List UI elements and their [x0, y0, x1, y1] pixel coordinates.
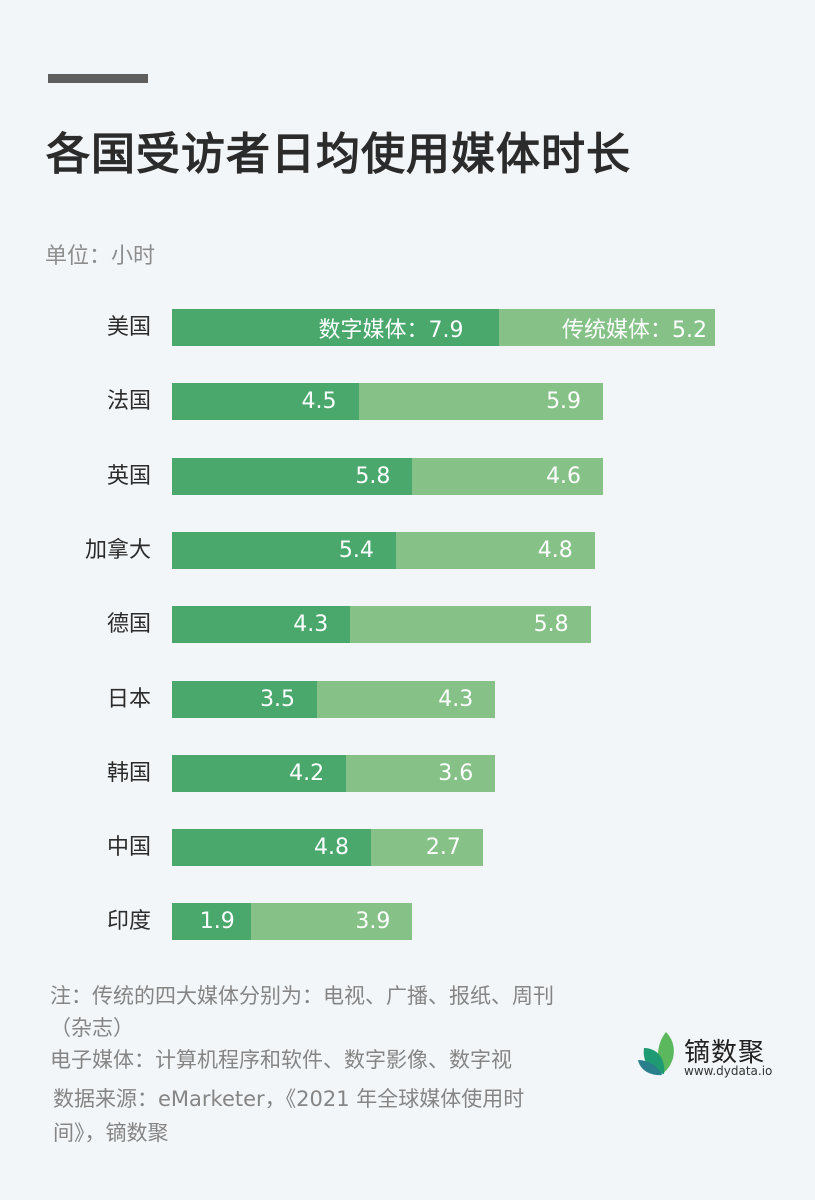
- chart-row: 中国 4.8 2.7: [0, 829, 815, 867]
- leaf-logo-icon: [638, 1032, 674, 1076]
- digital-media-segment: 4.2: [172, 754, 347, 792]
- country-label: 印度: [106, 909, 151, 935]
- digital-media-segment: 5.4: [172, 531, 396, 569]
- country-label: 英国: [106, 463, 151, 489]
- chart-row: 美国 数字媒体：7.9 传统媒体：5.2: [0, 309, 815, 346]
- stacked-bar: 4.2 3.6: [172, 754, 496, 792]
- traditional-media-segment: 2.7: [370, 829, 483, 867]
- data-source: 数据来源：eMarketer，《2021 年全球媒体使用时间》，镝数聚: [53, 1087, 525, 1145]
- title-accent-bar: [48, 74, 148, 83]
- chart-row: 加拿大 5.4 4.8: [0, 531, 815, 569]
- country-label: 日本: [106, 686, 151, 712]
- stacked-bar: 数字媒体：7.9 传统媒体：5.2: [172, 309, 715, 346]
- country-label: 中国: [106, 835, 151, 861]
- traditional-media-segment: 4.6: [412, 457, 604, 495]
- traditional-media-segment: 3.9: [250, 903, 413, 941]
- digital-media-segment: 5.8: [172, 457, 413, 495]
- chart-row: 英国 5.8 4.6: [0, 457, 815, 495]
- country-label: 加拿大: [84, 537, 151, 563]
- traditional-media-segment: 3.6: [346, 754, 496, 792]
- unit-label: 单位：小时: [45, 244, 156, 269]
- digital-media-segment: 1.9: [172, 903, 251, 941]
- stacked-bar: 3.5 4.3: [172, 680, 496, 718]
- brand-name: 镝数聚: [684, 1038, 766, 1068]
- stacked-bar: 1.9 3.9: [172, 903, 413, 941]
- digital-media-segment: 4.5: [172, 383, 359, 421]
- traditional-media-segment: 传统媒体：5.2: [499, 309, 715, 346]
- chart-row: 韩国 4.2 3.6: [0, 754, 815, 792]
- digital-media-segment: 3.5: [172, 680, 318, 718]
- chart-row: 德国 4.3 5.8: [0, 606, 815, 644]
- footnotes: 注：传统的四大媒体分别为：电视、广播、报纸、周刊（杂志） 电子媒体：计算机程序和…: [50, 980, 590, 1076]
- stacked-bar: 5.8 4.6: [172, 457, 604, 495]
- traditional-media-segment: 4.3: [317, 680, 496, 718]
- chart-row: 印度 1.9 3.9: [0, 903, 815, 941]
- stacked-bar: 4.3 5.8: [172, 606, 591, 644]
- traditional-media-segment: 4.8: [395, 531, 595, 569]
- stacked-bar: 4.5 5.9: [172, 383, 604, 421]
- digital-media-segment: 4.3: [172, 606, 351, 644]
- brand-logo: 镝数聚 www.dydata.io: [636, 1030, 786, 1080]
- country-label: 美国: [106, 315, 151, 340]
- traditional-media-segment: 5.9: [358, 383, 604, 421]
- digital-media-segment: 4.8: [172, 829, 371, 867]
- note-traditional-media: 注：传统的四大媒体分别为：电视、广播、报纸、周刊（杂志）: [50, 984, 554, 1040]
- country-label: 法国: [106, 389, 151, 415]
- chart-row: 日本 3.5 4.3: [0, 680, 815, 718]
- country-label: 韩国: [106, 760, 151, 786]
- country-label: 德国: [106, 612, 151, 638]
- note-digital-media: 电子媒体：计算机程序和软件、数字影像、数字视: [50, 1048, 512, 1072]
- stacked-bar: 4.8 2.7: [172, 829, 483, 867]
- digital-media-segment: 数字媒体：7.9: [172, 309, 500, 346]
- stacked-bar: 5.4 4.8: [172, 531, 595, 569]
- chart-row: 法国 4.5 5.9: [0, 383, 815, 421]
- traditional-media-segment: 5.8: [350, 606, 591, 644]
- brand-url: www.dydata.io: [684, 1064, 773, 1078]
- chart-title: 各国受访者日均使用媒体时长: [46, 129, 631, 180]
